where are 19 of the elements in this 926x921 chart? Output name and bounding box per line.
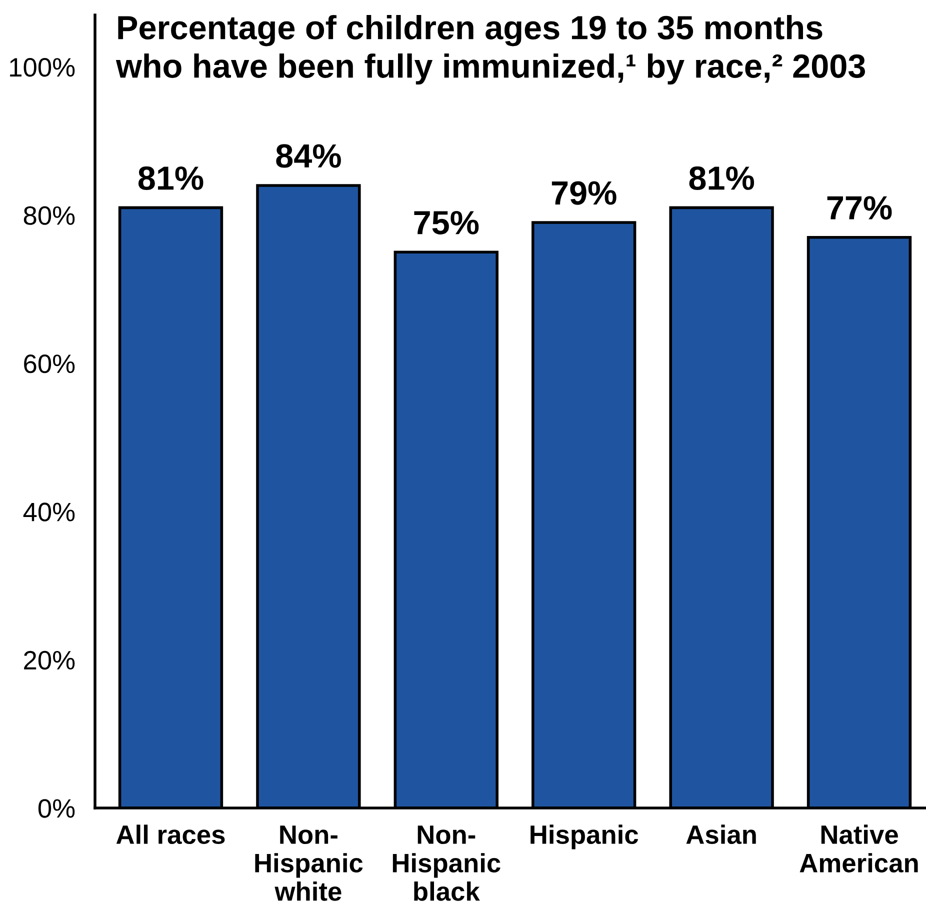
x-tick-label: Asian (686, 824, 756, 844)
y-tick-label: 0% (38, 799, 75, 818)
y-tick-label: 100% (10, 58, 75, 77)
data-label: 79% (552, 181, 616, 205)
x-tick-label: Native American (800, 824, 918, 872)
y-tick-label: 80% (24, 206, 75, 225)
x-tick-label: Non- Hispanic black (392, 826, 500, 901)
data-label: 81% (689, 166, 754, 190)
y-tick-label: 40% (23, 502, 75, 522)
y-tick-label: 20% (24, 650, 75, 670)
x-tick-label: Hispanic (530, 824, 638, 850)
data-label: 84% (276, 144, 341, 168)
y-tick-label: 60% (24, 354, 75, 374)
data-label: 77% (827, 196, 892, 220)
data-label: 75% (414, 210, 479, 234)
text: Percentage of children ages 19 to 35 months who have been fully immunized,¹ by race,² 2003 (116, 15, 866, 85)
data-label: 81% (138, 166, 204, 190)
x-tick-label: Non- Hispanic white (255, 826, 363, 901)
x-tick-label: All races (116, 824, 225, 844)
